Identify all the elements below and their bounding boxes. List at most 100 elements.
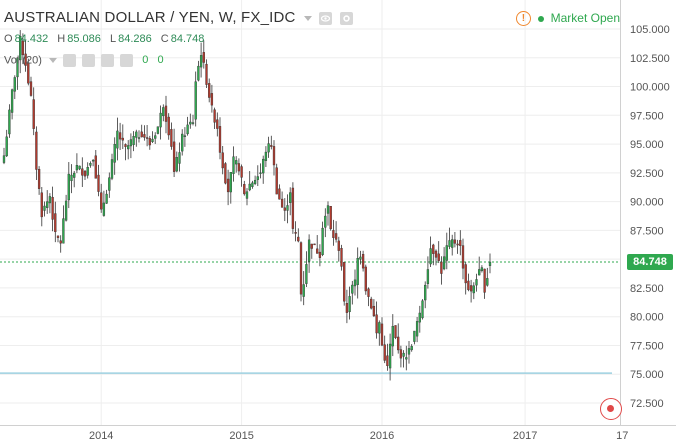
candle-body [183, 135, 187, 137]
candle-body [429, 248, 432, 265]
candle-body [16, 57, 19, 78]
candle-body [205, 63, 208, 85]
candle-body [186, 124, 189, 135]
candle-body [29, 81, 33, 96]
volume-indicator[interactable]: Vol (20) 0 0 [4, 54, 164, 67]
time-axis: 2014 2015 2016 2017 17 [0, 425, 676, 442]
candle-body [286, 205, 289, 211]
price-tick-label: 90.000 [630, 197, 664, 209]
candle-body [118, 132, 122, 140]
candle-body [78, 165, 81, 170]
candle-body [337, 240, 340, 251]
candle-body [64, 200, 68, 221]
candle-body [275, 167, 278, 195]
candle-body [73, 172, 76, 178]
candle-body [391, 325, 394, 347]
candle-body [51, 196, 54, 220]
candle-body [356, 258, 359, 285]
close-icon[interactable] [120, 54, 134, 67]
candle-body [89, 163, 92, 166]
settings-icon[interactable] [339, 11, 353, 25]
candle-body [67, 173, 70, 201]
candle-body [2, 155, 6, 163]
candle-body [137, 137, 141, 139]
candle-body [291, 187, 295, 229]
candle-body [459, 240, 462, 246]
candle-body [329, 205, 332, 230]
record-button[interactable] [600, 398, 622, 420]
candle-body [116, 130, 119, 149]
eye-icon[interactable] [319, 11, 333, 25]
market-status-label: Market Open [550, 11, 620, 25]
chart-title-bar[interactable]: AUSTRALIAN DOLLAR / YEN, W, FX_IDC [4, 9, 353, 26]
alert-icon[interactable]: ! [515, 11, 531, 27]
candle-body [154, 135, 157, 139]
candle-body [10, 89, 14, 113]
candle-body [27, 63, 30, 84]
candle-body [59, 240, 62, 244]
candle-body [332, 230, 335, 238]
candle-body [229, 172, 232, 193]
candle-body [424, 284, 427, 301]
candle-body [321, 227, 324, 256]
candle-body [113, 144, 116, 163]
candle-body [102, 202, 106, 216]
candle-body [351, 284, 354, 294]
candle-body [175, 157, 178, 172]
candle-body [170, 129, 173, 147]
time-tick-label: 2015 [229, 430, 253, 442]
time-tick-label: 17 [616, 430, 628, 442]
settings-icon[interactable] [82, 54, 96, 67]
volume-label[interactable]: Vol (20) [4, 54, 42, 67]
candle-body [461, 245, 465, 269]
candle-body [19, 35, 22, 61]
candle-body [156, 126, 160, 134]
candle-body [415, 321, 419, 337]
candle-body [110, 159, 114, 179]
candle-body [194, 81, 197, 120]
candle-body [475, 279, 478, 286]
low-value: 84.286 [118, 33, 152, 45]
candle-body [56, 235, 60, 238]
candle-body [213, 109, 216, 123]
candle-body [162, 107, 165, 117]
price-tick-label: 77.500 [630, 340, 664, 352]
candle-body [307, 239, 311, 262]
candle-body [359, 256, 362, 260]
eye-icon[interactable] [63, 54, 77, 67]
add-icon[interactable] [101, 54, 115, 67]
chevron-down-icon[interactable] [303, 15, 312, 21]
candle-body [253, 179, 257, 184]
candle-body [345, 303, 349, 313]
candle-body [483, 268, 486, 293]
candle-body [35, 131, 38, 170]
candle-body [305, 264, 308, 284]
candle-body [364, 266, 367, 292]
candle-body [235, 160, 238, 165]
candle-body [348, 296, 351, 313]
candle-body [197, 65, 200, 81]
candle-body [108, 177, 111, 191]
candle-body [208, 83, 211, 98]
chart-title[interactable]: AUSTRALIAN DOLLAR / YEN, W, FX_IDC [4, 9, 296, 26]
candle-body [167, 116, 170, 136]
candle-body [232, 156, 235, 174]
candle-body [316, 248, 319, 254]
candle-body [432, 244, 435, 254]
candle-body [370, 298, 373, 309]
chevron-down-icon[interactable] [48, 58, 57, 63]
candle-body [297, 236, 300, 242]
price-tick-label: 102.500 [630, 53, 670, 65]
price-tick-label: 80.000 [630, 312, 664, 324]
candle-body [334, 233, 338, 240]
candle-body [442, 256, 446, 270]
candle-body [480, 267, 484, 272]
candle-body [151, 138, 154, 143]
candle-body [243, 184, 246, 195]
status-dot-icon [538, 15, 545, 22]
candle-body [148, 138, 151, 146]
candle-body [289, 192, 292, 203]
close-value: 84.748 [170, 33, 205, 45]
price-tick-label: 75.000 [630, 369, 664, 381]
